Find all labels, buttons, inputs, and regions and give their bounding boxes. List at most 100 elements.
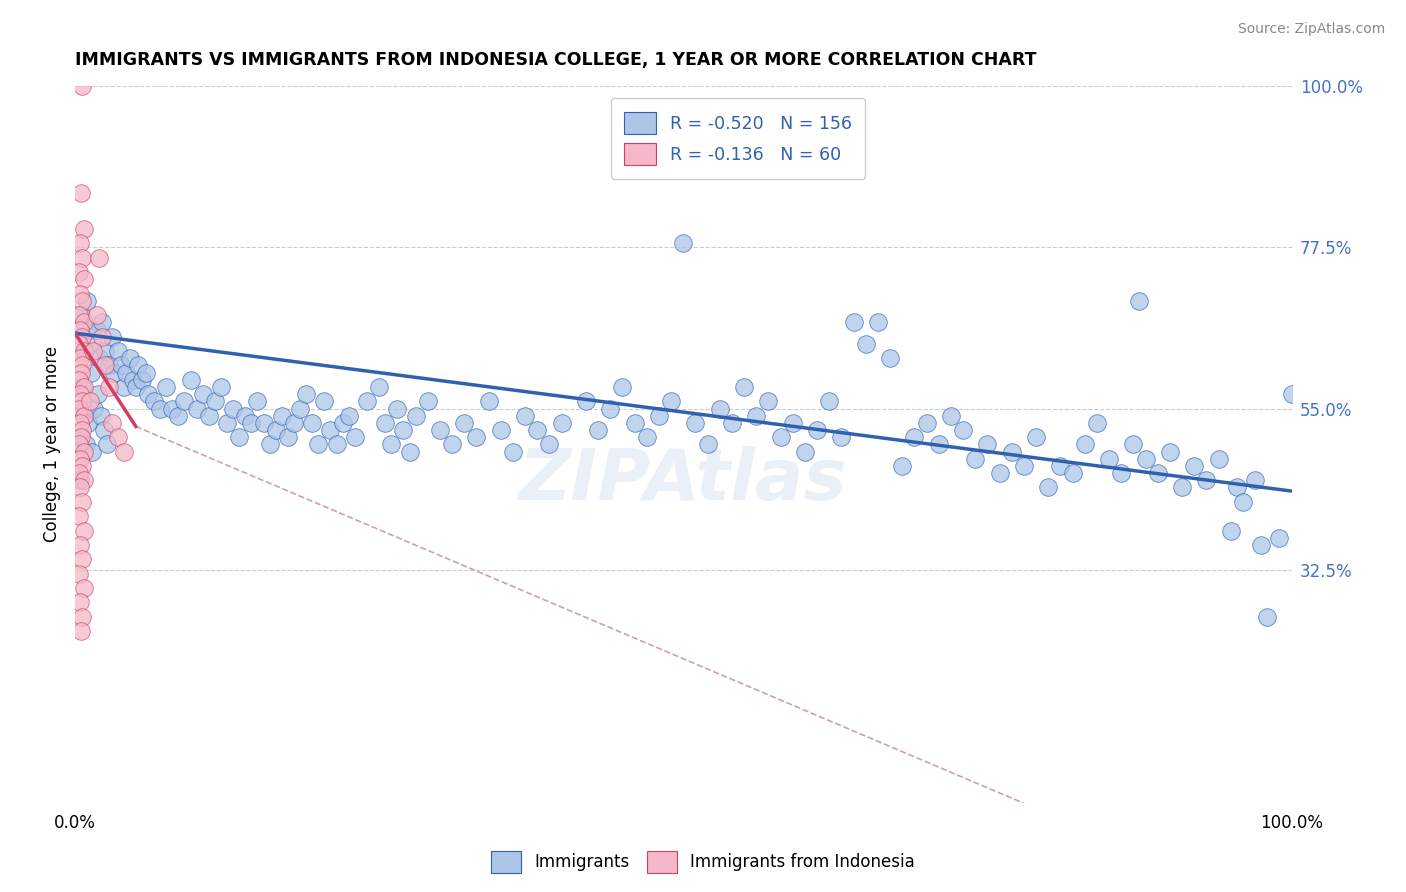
Point bbox=[314, 394, 336, 409]
Point bbox=[1109, 466, 1132, 480]
Point bbox=[288, 401, 311, 416]
Point bbox=[793, 444, 815, 458]
Point bbox=[90, 330, 112, 344]
Point bbox=[228, 430, 250, 444]
Point bbox=[67, 337, 90, 351]
Point bbox=[86, 322, 108, 336]
Point bbox=[1250, 538, 1272, 552]
Point bbox=[502, 444, 524, 458]
Point bbox=[332, 416, 354, 430]
Point bbox=[550, 416, 572, 430]
Point bbox=[93, 423, 115, 437]
Point bbox=[180, 373, 202, 387]
Text: ZIPAtlas: ZIPAtlas bbox=[519, 446, 848, 515]
Point bbox=[69, 322, 91, 336]
Point bbox=[67, 430, 90, 444]
Point bbox=[1281, 387, 1303, 401]
Point bbox=[67, 265, 90, 279]
Point bbox=[103, 366, 125, 380]
Point bbox=[72, 380, 94, 394]
Point bbox=[586, 423, 609, 437]
Point bbox=[149, 401, 172, 416]
Point bbox=[79, 394, 101, 409]
Point bbox=[107, 430, 129, 444]
Point bbox=[952, 423, 974, 437]
Point bbox=[100, 330, 122, 344]
Point bbox=[98, 359, 121, 373]
Point bbox=[441, 437, 464, 451]
Point bbox=[69, 451, 91, 466]
Point bbox=[1268, 531, 1291, 545]
Point bbox=[319, 423, 342, 437]
Point bbox=[94, 344, 117, 359]
Point bbox=[270, 409, 292, 423]
Point bbox=[162, 401, 184, 416]
Point bbox=[830, 430, 852, 444]
Point bbox=[1159, 444, 1181, 458]
Point bbox=[903, 430, 925, 444]
Point bbox=[67, 466, 90, 480]
Point bbox=[672, 236, 695, 251]
Point bbox=[69, 236, 91, 251]
Point bbox=[398, 444, 420, 458]
Point bbox=[72, 458, 94, 473]
Point bbox=[1244, 473, 1267, 487]
Point bbox=[122, 373, 145, 387]
Point bbox=[72, 394, 94, 409]
Point bbox=[69, 387, 91, 401]
Point bbox=[259, 437, 281, 451]
Point bbox=[67, 566, 90, 581]
Point bbox=[392, 423, 415, 437]
Point bbox=[1146, 466, 1168, 480]
Point bbox=[100, 416, 122, 430]
Point bbox=[209, 380, 232, 394]
Point bbox=[72, 409, 94, 423]
Point bbox=[72, 380, 94, 394]
Point bbox=[67, 437, 90, 451]
Point bbox=[173, 394, 195, 409]
Point bbox=[76, 293, 98, 308]
Point bbox=[67, 509, 90, 524]
Point bbox=[69, 473, 91, 487]
Point bbox=[1208, 451, 1230, 466]
Point bbox=[1226, 480, 1249, 494]
Point bbox=[526, 423, 548, 437]
Point bbox=[246, 394, 269, 409]
Point bbox=[112, 380, 135, 394]
Point bbox=[374, 416, 396, 430]
Point bbox=[696, 437, 718, 451]
Point bbox=[72, 344, 94, 359]
Point bbox=[489, 423, 512, 437]
Point bbox=[659, 394, 682, 409]
Point bbox=[307, 437, 329, 451]
Point bbox=[72, 552, 94, 566]
Point bbox=[204, 394, 226, 409]
Point bbox=[69, 538, 91, 552]
Point bbox=[72, 609, 94, 624]
Point bbox=[80, 444, 103, 458]
Point bbox=[769, 430, 792, 444]
Point bbox=[155, 380, 177, 394]
Point bbox=[709, 401, 731, 416]
Point bbox=[72, 581, 94, 595]
Point bbox=[72, 78, 94, 93]
Point bbox=[855, 337, 877, 351]
Point bbox=[356, 394, 378, 409]
Point bbox=[842, 315, 865, 329]
Point bbox=[222, 401, 245, 416]
Point bbox=[90, 315, 112, 329]
Point bbox=[1001, 444, 1024, 458]
Point bbox=[127, 359, 149, 373]
Point bbox=[67, 401, 90, 416]
Point bbox=[87, 387, 110, 401]
Point bbox=[70, 624, 93, 638]
Point bbox=[118, 351, 141, 366]
Point bbox=[387, 401, 409, 416]
Point bbox=[107, 344, 129, 359]
Point bbox=[96, 437, 118, 451]
Point bbox=[135, 366, 157, 380]
Point bbox=[198, 409, 221, 423]
Point bbox=[939, 409, 962, 423]
Point bbox=[866, 315, 889, 329]
Point bbox=[94, 359, 117, 373]
